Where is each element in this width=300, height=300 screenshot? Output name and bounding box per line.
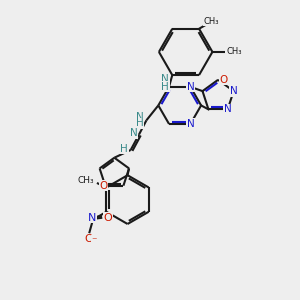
Text: H: H — [136, 118, 144, 128]
Text: N: N — [88, 213, 96, 223]
Text: O: O — [219, 75, 227, 85]
Text: CH₃: CH₃ — [77, 176, 94, 185]
Text: H: H — [120, 143, 128, 154]
Text: H: H — [161, 82, 169, 92]
Text: ⁻: ⁻ — [92, 236, 97, 246]
Text: N: N — [224, 104, 232, 114]
Text: N: N — [136, 112, 144, 122]
Text: N: N — [130, 128, 137, 138]
Text: O: O — [104, 213, 112, 223]
Text: N: N — [230, 86, 238, 96]
Text: N: N — [161, 74, 169, 85]
Text: N: N — [187, 119, 194, 129]
Text: N: N — [187, 82, 194, 92]
Text: CH₃: CH₃ — [226, 47, 242, 56]
Text: CH₃: CH₃ — [203, 17, 219, 26]
Text: O: O — [100, 181, 108, 191]
Text: O: O — [85, 234, 94, 244]
